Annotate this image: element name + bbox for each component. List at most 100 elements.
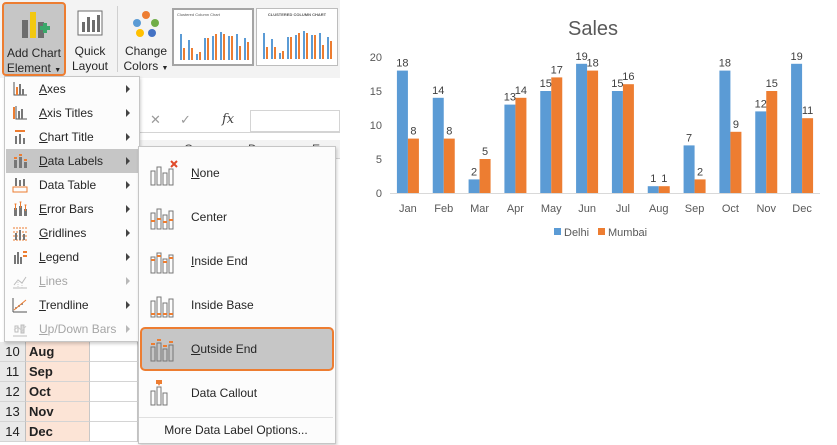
formula-input[interactable] <box>250 110 340 132</box>
data-label: 14 <box>515 85 527 97</box>
bar-mumbai-jan[interactable] <box>407 138 419 193</box>
submenu-item-label: Center <box>191 210 228 224</box>
insert-function-icon[interactable]: fx <box>222 112 235 127</box>
row-number[interactable]: 10 <box>0 342 26 362</box>
menu-item-axes[interactable]: Axes <box>6 77 138 101</box>
data-label: 5 <box>482 146 488 158</box>
legend-entry[interactable]: Mumbai <box>608 227 647 239</box>
empty-cell[interactable] <box>90 362 138 382</box>
bar-delhi-dec[interactable] <box>791 63 803 193</box>
bar-mumbai-oct[interactable] <box>730 131 742 193</box>
submenu-item-inside-end[interactable]: Inside End <box>140 239 334 283</box>
menu-item-axis-titles[interactable]: Axis Titles <box>6 101 138 125</box>
legend-swatch <box>554 228 561 235</box>
menu-item-gridlines[interactable]: Gridlines <box>6 221 138 245</box>
bar-delhi-feb[interactable] <box>432 97 444 193</box>
bar-delhi-may[interactable] <box>540 91 552 193</box>
data-label: 11 <box>802 105 813 117</box>
bar-delhi-jun[interactable] <box>576 63 588 193</box>
menu-item-error-bars[interactable]: Error Bars <box>6 197 138 221</box>
change-colors-button[interactable]: Change Colors ▼ <box>120 2 172 76</box>
bar-mumbai-mar[interactable] <box>479 159 491 193</box>
bar-mumbai-sep[interactable] <box>694 179 706 193</box>
bar-delhi-jul[interactable] <box>611 91 623 193</box>
data-labels-icon <box>14 154 27 168</box>
bar-mumbai-jun[interactable] <box>587 70 599 193</box>
submenu-item-label-accel: O <box>191 342 201 356</box>
y-tick-label: 20 <box>370 52 382 64</box>
chart-style-thumb-preview <box>263 31 332 59</box>
bar-delhi-nov[interactable] <box>755 111 767 193</box>
more-data-label-options-link[interactable]: More Data Label Options... <box>139 417 333 442</box>
chevron-right-icon <box>126 229 130 237</box>
row-number[interactable]: 13 <box>0 402 26 422</box>
bar-delhi-jan[interactable] <box>396 70 408 193</box>
row-number[interactable]: 11 <box>0 362 26 382</box>
chart-title: Sales <box>568 18 618 40</box>
add-chart-element-line2: Element <box>6 61 51 75</box>
chevron-right-icon <box>126 277 130 285</box>
submenu-item-outside-end[interactable]: Outside End <box>140 327 334 371</box>
menu-item-data-table[interactable]: Data Table <box>6 173 138 197</box>
menu-item-trendline[interactable]: Trendline <box>6 293 138 317</box>
add-chart-element-line1: Add Chart <box>6 46 62 60</box>
chart-style-thumb-title: CLUSTERED COLUMN CHART <box>267 12 327 17</box>
data-labels-submenu: None Center Inside End Inside Base Outsi… <box>138 146 336 444</box>
menu-item-label: ata Labels <box>47 154 104 168</box>
month-cell[interactable]: Dec <box>26 422 90 442</box>
submenu-item-none[interactable]: None <box>140 151 334 195</box>
cancel-formula-icon[interactable]: ✕ <box>150 112 161 127</box>
table-row: 13 Nov <box>0 402 140 422</box>
data-label: 19 <box>790 51 802 63</box>
empty-cell[interactable] <box>90 342 138 362</box>
empty-cell[interactable] <box>90 422 138 442</box>
add-chart-element-menu: Axes Axis Titles Chart Title Data Labels… <box>4 76 140 342</box>
menu-item-up-down-bars[interactable]: Up/Down Bars <box>6 317 138 341</box>
empty-cell[interactable] <box>90 402 138 422</box>
palette-icon <box>133 11 159 37</box>
y-tick-label: 10 <box>370 120 382 132</box>
legend-entry[interactable]: Delhi <box>564 227 589 239</box>
bar-mumbai-may[interactable] <box>551 77 563 193</box>
quick-layout-button[interactable]: Quick Layout ▼ <box>68 2 112 87</box>
chevron-right-icon <box>126 109 130 117</box>
menu-item-data-labels[interactable]: Data Labels <box>6 149 138 173</box>
bar-mumbai-aug[interactable] <box>658 186 670 193</box>
empty-cell[interactable] <box>90 382 138 402</box>
menu-item-legend[interactable]: Legend <box>6 245 138 269</box>
chart-style-thumb-1[interactable]: Clustered Column Chart <box>172 8 254 66</box>
month-cell[interactable]: Aug <box>26 342 90 362</box>
row-number[interactable]: 12 <box>0 382 26 402</box>
bar-mumbai-jul[interactable] <box>622 84 634 193</box>
gridlines-icon <box>13 227 27 241</box>
menu-item-lines[interactable]: Lines <box>6 269 138 293</box>
x-tick-label: Aug <box>649 203 669 215</box>
data-label: 18 <box>719 58 731 70</box>
chevron-right-icon <box>126 301 130 309</box>
bar-mumbai-dec[interactable] <box>802 118 814 193</box>
bar-mumbai-apr[interactable] <box>515 97 527 193</box>
menu-item-label: ines <box>45 274 68 288</box>
month-cell[interactable]: Oct <box>26 382 90 402</box>
menu-item-label-accel: A <box>39 82 48 96</box>
month-cell[interactable]: Sep <box>26 362 90 382</box>
confirm-formula-icon[interactable]: ✓ <box>180 112 191 127</box>
x-tick-label: Sep <box>685 203 705 215</box>
month-cell[interactable]: Nov <box>26 402 90 422</box>
submenu-item-data-callout[interactable]: Data Callout <box>140 371 334 415</box>
bar-delhi-apr[interactable] <box>504 104 516 193</box>
submenu-item-inside-base[interactable]: Inside Base <box>140 283 334 327</box>
bar-delhi-mar[interactable] <box>468 179 480 193</box>
menu-item-chart-title[interactable]: Chart Title <box>6 125 138 149</box>
bar-mumbai-feb[interactable] <box>443 138 455 193</box>
bar-delhi-sep[interactable] <box>683 145 695 193</box>
submenu-item-center[interactable]: Center <box>140 195 334 239</box>
row-number[interactable]: 14 <box>0 422 26 442</box>
bar-delhi-oct[interactable] <box>719 70 731 193</box>
chart-style-thumb-2[interactable]: CLUSTERED COLUMN CHART <box>256 8 338 66</box>
add-chart-element-button[interactable]: Add Chart Element ▼ <box>2 2 66 76</box>
bar-delhi-aug[interactable] <box>647 186 659 193</box>
sales-chart[interactable]: Sales 0 5 10 15 20 18 8 14 8 2 5 13 14 15 17 19 18 15 16 1… <box>340 0 837 442</box>
bar-mumbai-nov[interactable] <box>766 91 778 193</box>
